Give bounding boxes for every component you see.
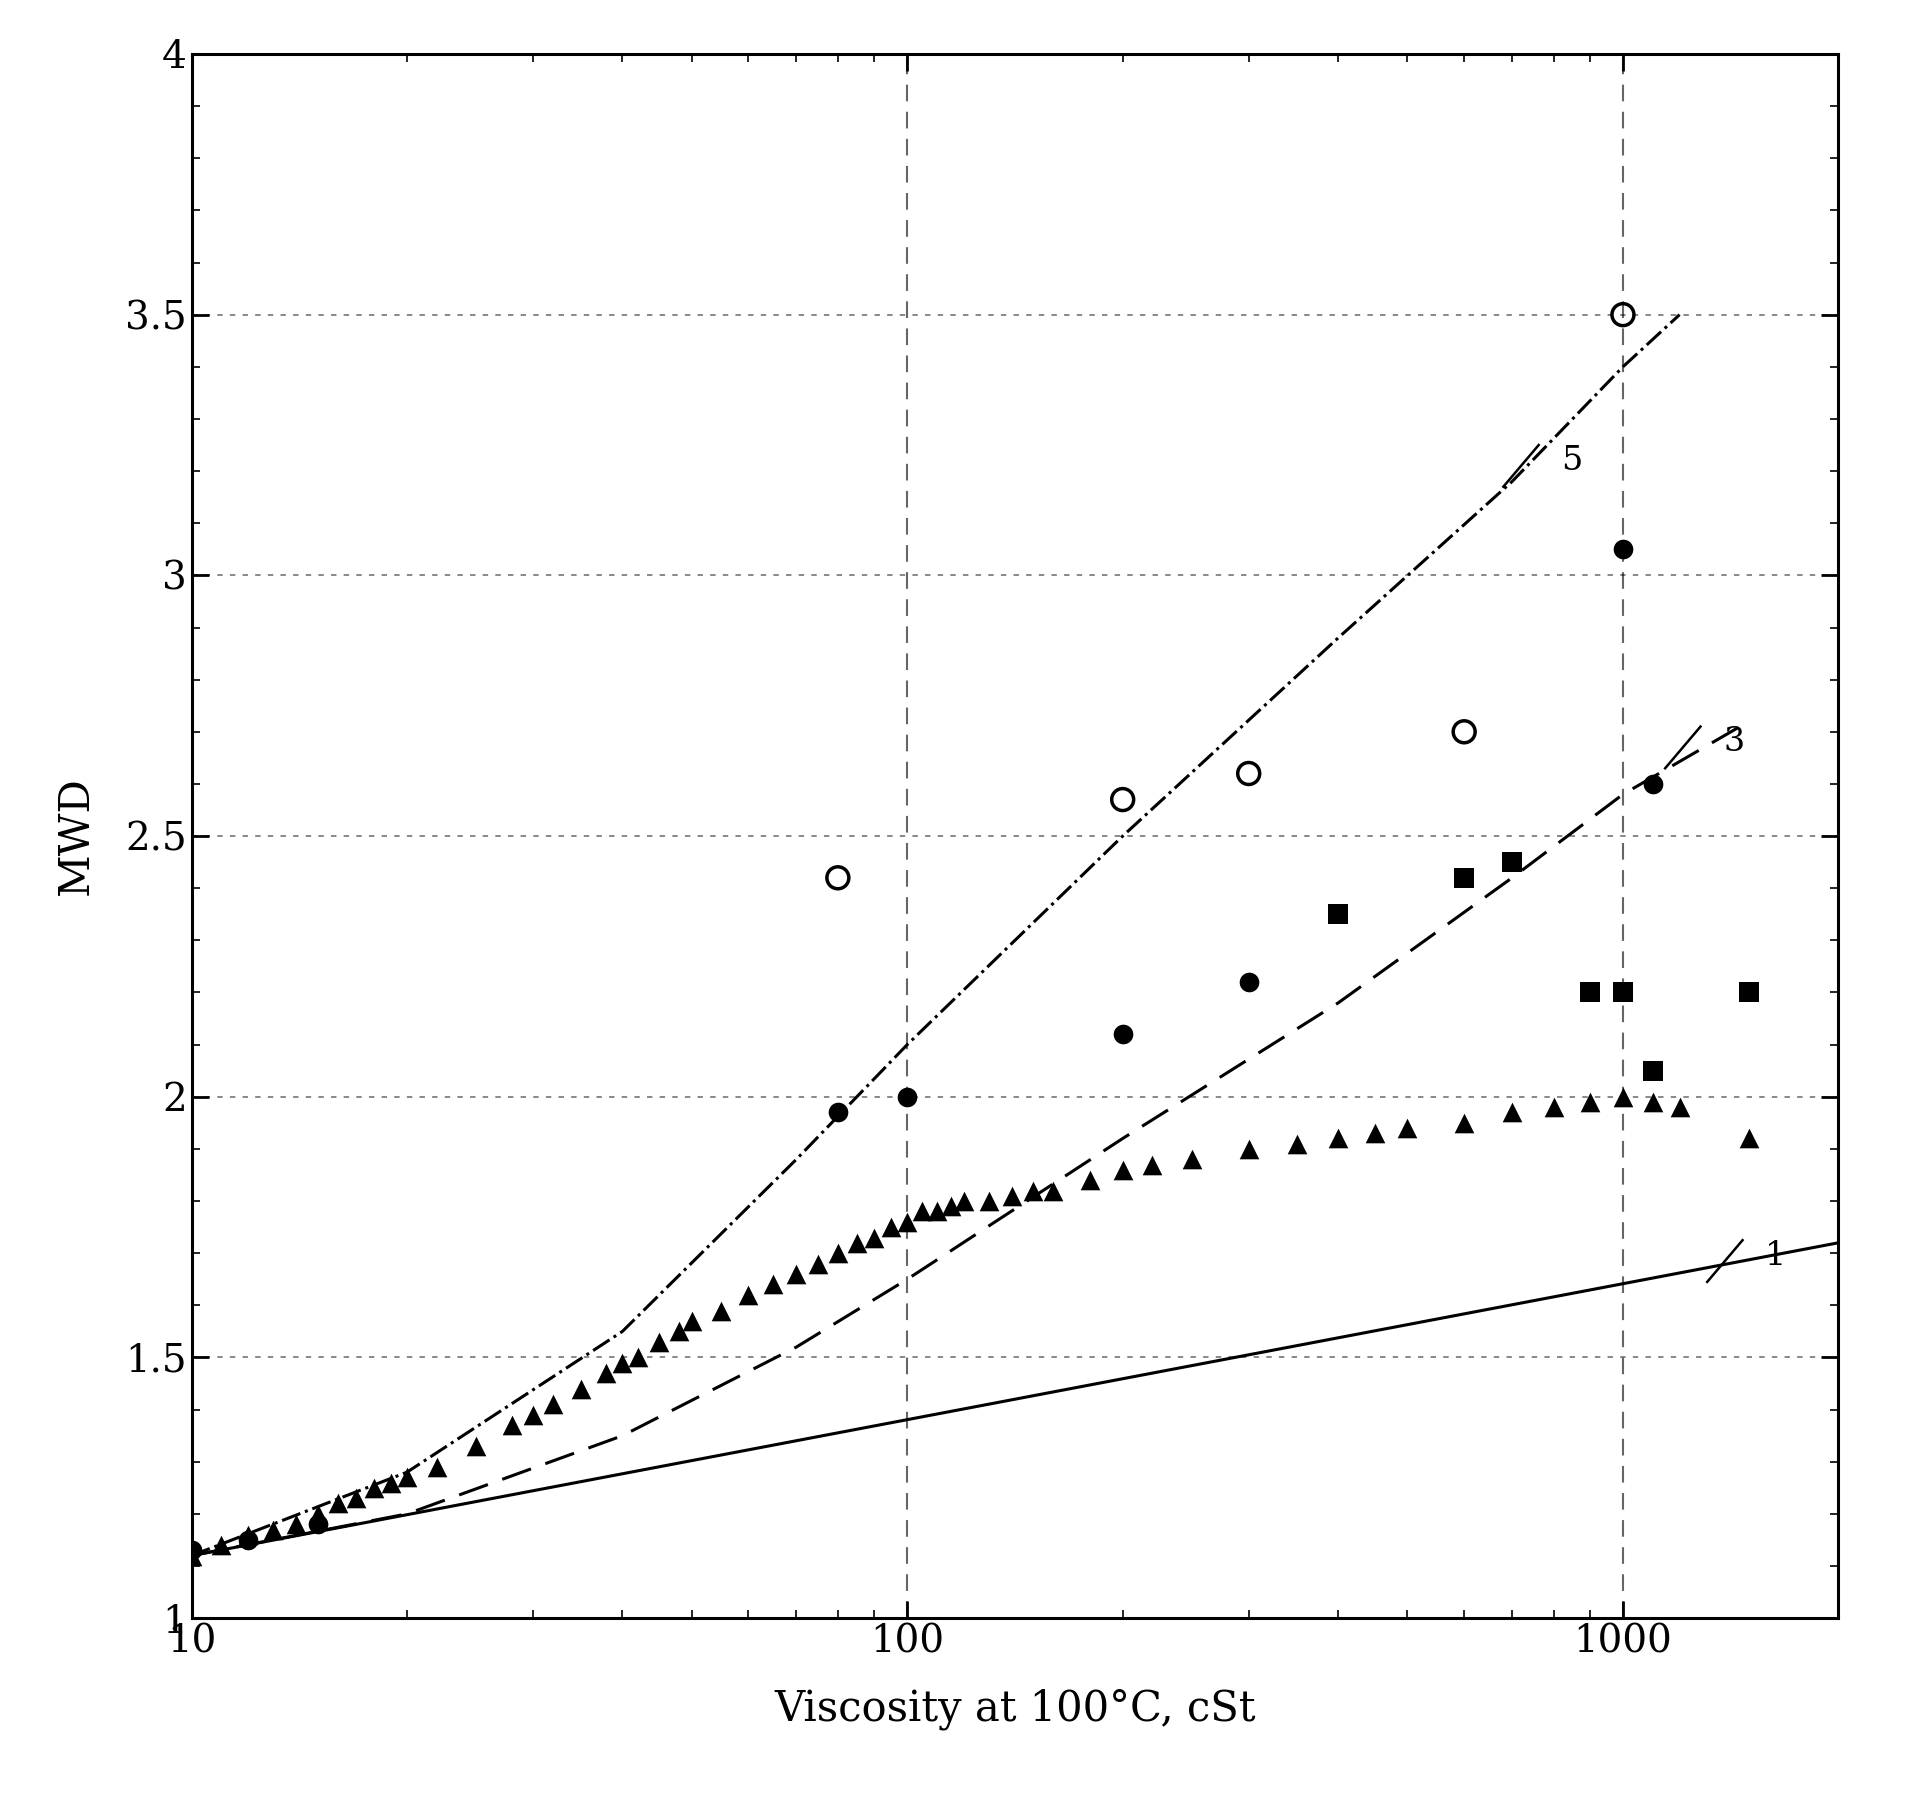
Point	[341, 1483, 371, 1512]
Point	[840, 1228, 871, 1257]
Point	[1391, 1113, 1422, 1142]
Point	[234, 1521, 264, 1550]
Point	[1636, 1057, 1667, 1086]
Point	[892, 1208, 923, 1237]
Point	[302, 1510, 333, 1539]
Point	[1106, 1156, 1137, 1185]
Point	[281, 1510, 312, 1539]
Point	[234, 1525, 264, 1553]
Point	[607, 1348, 637, 1377]
Text: 5: 5	[1560, 444, 1581, 476]
Point	[1074, 1165, 1104, 1194]
Point	[1359, 1118, 1390, 1147]
Point	[1106, 786, 1137, 814]
Point	[496, 1411, 526, 1440]
Point	[1106, 1019, 1137, 1048]
Point	[823, 1099, 854, 1127]
Point	[1137, 1151, 1168, 1179]
Point	[758, 1269, 789, 1298]
X-axis label: Viscosity at 100°C, cSt: Viscosity at 100°C, cSt	[773, 1688, 1256, 1730]
Point	[1663, 1093, 1694, 1122]
Point	[1449, 1108, 1480, 1138]
Point	[1175, 1145, 1206, 1174]
Point	[643, 1327, 674, 1356]
Point	[995, 1181, 1026, 1210]
Point	[781, 1260, 812, 1289]
Point	[907, 1197, 938, 1226]
Point	[1497, 1099, 1527, 1127]
Point	[934, 1192, 965, 1221]
Point	[591, 1359, 622, 1388]
Point	[565, 1374, 595, 1402]
Point	[676, 1307, 706, 1336]
Point	[1323, 1124, 1353, 1153]
Point	[1323, 899, 1353, 928]
Point	[375, 1469, 406, 1498]
Point	[802, 1250, 833, 1278]
Point	[176, 1541, 207, 1570]
Point	[823, 1239, 854, 1268]
Point	[1573, 1088, 1604, 1117]
Point	[1606, 536, 1636, 565]
Point	[1233, 759, 1263, 788]
Text: 3: 3	[1723, 726, 1744, 759]
Point	[823, 863, 854, 892]
Point	[664, 1316, 695, 1345]
Point	[1636, 770, 1667, 798]
Point	[1449, 717, 1480, 746]
Point	[392, 1464, 423, 1492]
Point	[1636, 1088, 1667, 1117]
Point	[322, 1489, 352, 1518]
Point	[921, 1197, 951, 1226]
Point	[358, 1474, 389, 1503]
Point	[461, 1431, 492, 1460]
Point	[1233, 1135, 1263, 1163]
Point	[302, 1500, 333, 1528]
Point	[859, 1223, 890, 1251]
Point	[947, 1187, 978, 1215]
Point	[205, 1530, 235, 1559]
Point	[733, 1280, 764, 1309]
Point	[421, 1453, 452, 1482]
Point	[1573, 978, 1604, 1007]
Point	[176, 1535, 207, 1564]
Point	[875, 1214, 905, 1242]
Point	[706, 1296, 737, 1325]
Point	[1233, 967, 1263, 996]
Point	[1732, 1124, 1763, 1153]
Point	[1037, 1176, 1068, 1205]
Y-axis label: MWD: MWD	[56, 777, 98, 895]
Point	[622, 1343, 653, 1372]
Point	[538, 1390, 568, 1419]
Point	[892, 1082, 923, 1111]
Point	[1280, 1129, 1311, 1158]
Point	[1606, 1082, 1636, 1111]
Point	[258, 1516, 289, 1544]
Point	[1606, 978, 1636, 1007]
Point	[1732, 978, 1763, 1007]
Point	[972, 1187, 1003, 1215]
Point	[1018, 1176, 1049, 1205]
Point	[517, 1401, 547, 1429]
Text: 1: 1	[1765, 1241, 1786, 1271]
Point	[1497, 849, 1527, 877]
Point	[1449, 863, 1480, 892]
Point	[1606, 300, 1636, 329]
Point	[1537, 1093, 1568, 1122]
